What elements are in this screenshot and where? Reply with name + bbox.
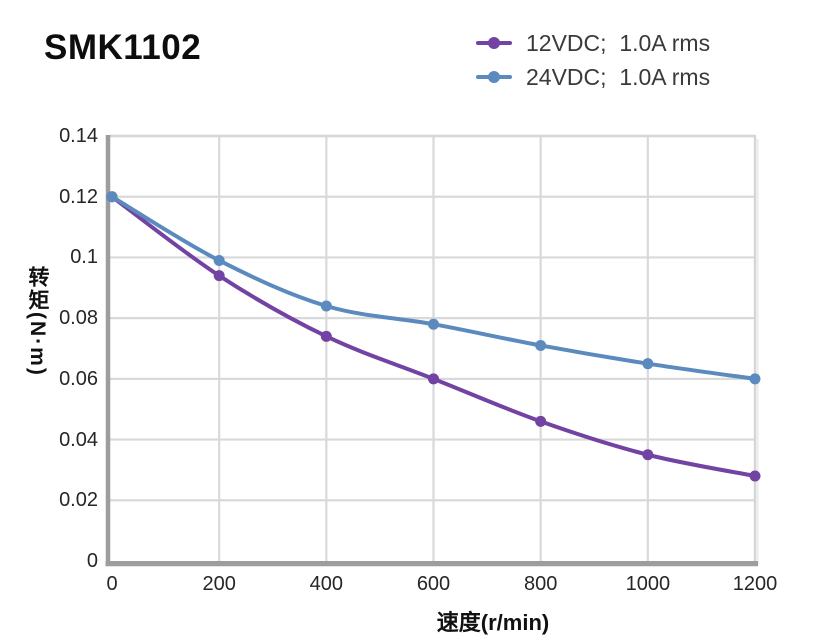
legend-item-12vdc: 12VDC; 1.0A rms	[476, 26, 710, 60]
legend-dot-swatch	[488, 37, 500, 49]
y-tick-label: 0.1	[70, 246, 98, 269]
legend-label: 24VDC; 1.0A rms	[526, 63, 711, 90]
line-dot-marker-icon	[476, 70, 512, 84]
chart-title: SMK1102	[44, 28, 202, 67]
data-point-marker	[106, 191, 118, 203]
data-point-marker	[213, 270, 225, 282]
y-tick-label: 0.14	[59, 125, 98, 147]
data-point-marker	[320, 330, 332, 342]
data-point-marker	[535, 339, 547, 351]
x-tick-label: 400	[309, 573, 344, 595]
x-tick-label: 200	[202, 573, 236, 595]
data-point-marker	[642, 358, 654, 370]
line-dot-marker-icon	[476, 36, 512, 50]
x-tick-label: 0	[106, 573, 118, 595]
x-axis-title: 速度(r/min)	[436, 610, 550, 635]
y-axis-title: 转矩(N·m)	[26, 266, 49, 377]
y-tick-label: 0.04	[59, 428, 98, 451]
legend-dot-swatch	[488, 71, 500, 83]
data-point-marker	[320, 300, 332, 312]
data-point-marker	[213, 254, 225, 266]
y-tick-label: 0.12	[59, 185, 98, 208]
x-tick-label: 800	[523, 573, 558, 595]
legend: 12VDC; 1.0A rms 24VDC; 1.0A rms	[476, 26, 710, 94]
data-point-marker	[535, 415, 547, 427]
legend-item-24vdc: 24VDC; 1.0A rms	[476, 60, 710, 94]
legend-label: 12VDC; 1.0A rms	[526, 29, 711, 56]
data-point-marker	[749, 373, 761, 385]
x-tick-label: 1000	[625, 573, 671, 595]
y-tick-label: 0	[86, 550, 98, 572]
data-point-marker	[749, 470, 761, 482]
y-tick-label: 0.08	[59, 307, 98, 330]
data-point-marker	[642, 449, 654, 461]
x-tick-label: 600	[416, 573, 451, 595]
x-tick-label: 1200	[732, 573, 778, 595]
y-tick-label: 0.06	[59, 367, 98, 390]
torque-speed-plot	[105, 134, 761, 567]
data-point-marker	[428, 373, 439, 385]
data-point-marker	[428, 318, 439, 330]
y-tick-label: 0.02	[59, 489, 98, 512]
